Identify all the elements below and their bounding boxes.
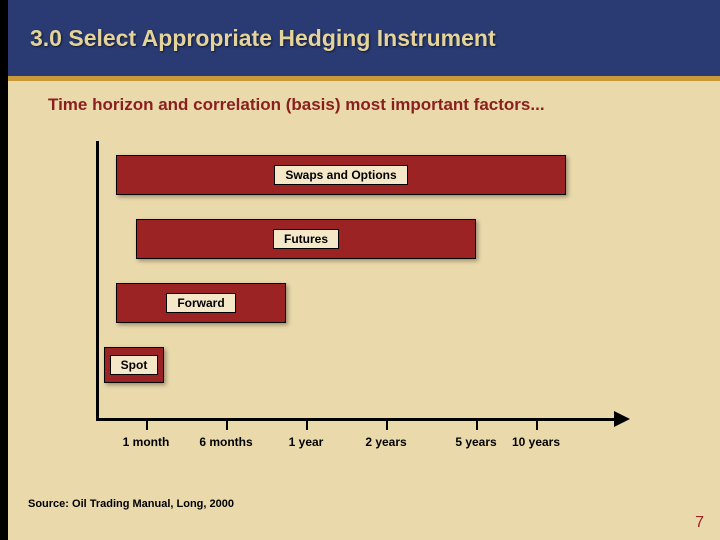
chart-bar: Futures: [136, 219, 476, 259]
left-black-strip: [0, 0, 8, 540]
x-axis: [96, 418, 616, 421]
x-axis-tick: [476, 418, 478, 430]
x-axis-tick-label: 10 years: [512, 435, 560, 449]
chart-bar-label: Forward: [166, 293, 235, 313]
x-axis-tick-label: 5 years: [455, 435, 496, 449]
chart-bar-label: Futures: [273, 229, 339, 249]
chart-bar: Spot: [104, 347, 164, 383]
subtitle: Time horizon and correlation (basis) mos…: [48, 95, 545, 115]
source-citation: Source: Oil Trading Manual, Long, 2000: [28, 498, 234, 510]
slide-body: Time horizon and correlation (basis) mos…: [8, 81, 720, 540]
x-axis-tick-label: 1 year: [289, 435, 324, 449]
chart-bar-label: Swaps and Options: [274, 165, 407, 185]
y-axis: [96, 141, 99, 421]
x-axis-tick-label: 1 month: [123, 435, 170, 449]
chart-bar-label: Spot: [110, 355, 159, 375]
x-axis-tick: [146, 418, 148, 430]
time-horizon-chart: Swaps and OptionsFuturesForwardSpot 1 mo…: [96, 141, 636, 441]
x-axis-tick: [536, 418, 538, 430]
slide-title: 3.0 Select Appropriate Hedging Instrumen…: [30, 25, 496, 52]
x-axis-arrow-icon: [614, 411, 630, 427]
x-axis-tick: [306, 418, 308, 430]
x-axis-tick: [386, 418, 388, 430]
page-number: 7: [695, 514, 704, 532]
slide-header: 3.0 Select Appropriate Hedging Instrumen…: [8, 0, 720, 76]
chart-bar: Forward: [116, 283, 286, 323]
x-axis-tick-label: 2 years: [365, 435, 406, 449]
x-axis-tick: [226, 418, 228, 430]
x-axis-tick-label: 6 months: [199, 435, 252, 449]
chart-bar: Swaps and Options: [116, 155, 566, 195]
